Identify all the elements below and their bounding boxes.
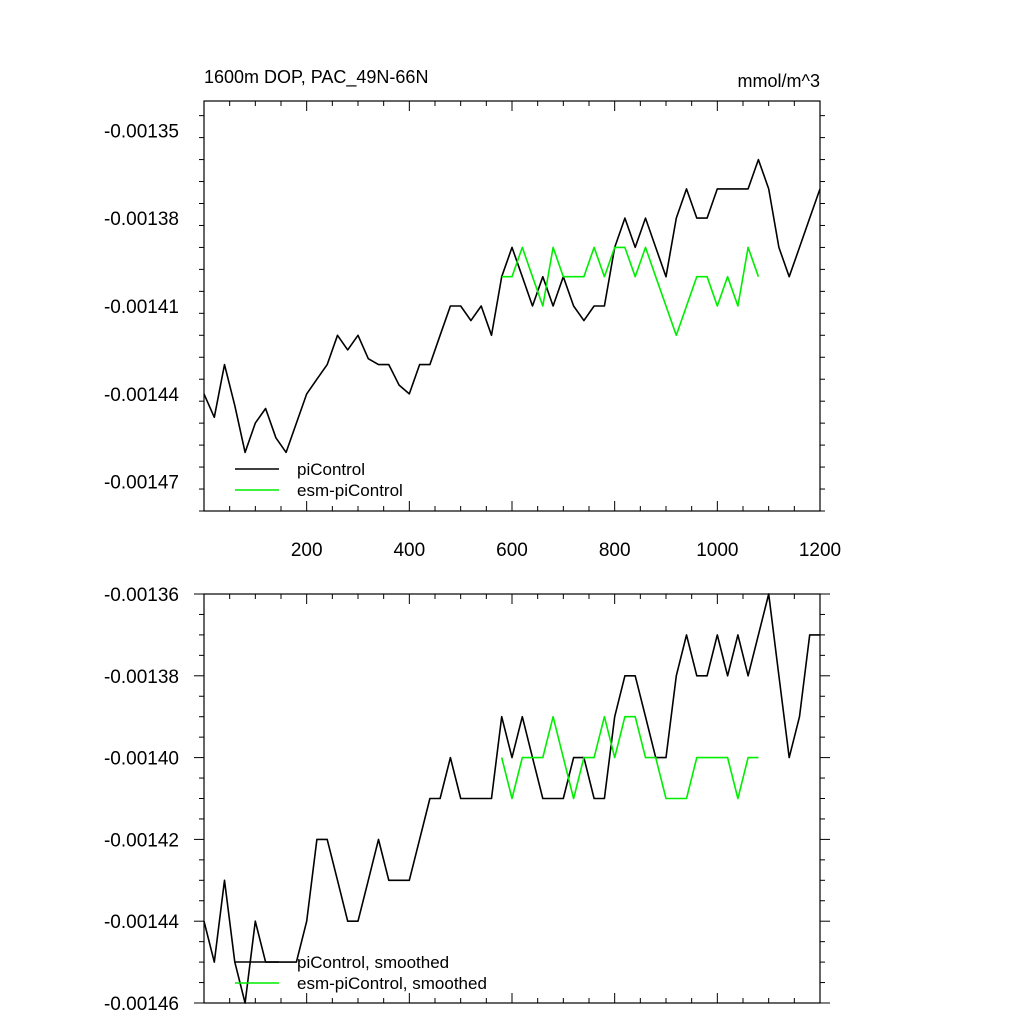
y-tick-label: -0.00146 bbox=[104, 994, 179, 1015]
y-tick-label: -0.00142 bbox=[104, 830, 179, 851]
y-tick-label: -0.00147 bbox=[104, 473, 179, 494]
y-tick-label: -0.00135 bbox=[104, 121, 179, 142]
legend: piControl, smoothed esm-piControl, smooth… bbox=[235, 953, 487, 993]
y-tick-label: -0.00140 bbox=[104, 749, 179, 770]
plot-frame bbox=[203, 100, 821, 512]
y-tick-label: -0.00138 bbox=[104, 209, 179, 230]
y-tick-label: -0.00138 bbox=[104, 667, 179, 688]
top-panel: 200 400 600 800 1000 1200 -0.00135 -0.00138 -0.0… bbox=[104, 100, 841, 561]
x-tick-label: 1000 bbox=[696, 540, 738, 561]
x-tick-label: 400 bbox=[393, 540, 425, 561]
legend-label: piControl bbox=[297, 460, 365, 479]
series-line-esm-picontrol-smoothed bbox=[500, 715, 759, 800]
x-tick-label: 800 bbox=[599, 540, 631, 561]
bottom-panel: -0.00136 -0.00138 -0.00140 -0.00142 -0.00144… bbox=[104, 585, 830, 1015]
y-tick-label: -0.00144 bbox=[104, 385, 179, 406]
series-line-esm-picontrol bbox=[501, 246, 760, 337]
legend: piControl esm-piControl bbox=[235, 460, 403, 500]
y-tick-label: -0.00144 bbox=[104, 912, 179, 933]
y-tick-label: -0.00141 bbox=[104, 297, 179, 318]
series-line-picontrol-smoothed bbox=[203, 593, 820, 1004]
legend-label: piControl, smoothed bbox=[297, 953, 449, 972]
y-tick-label: -0.00136 bbox=[104, 585, 179, 606]
series-line-picontrol bbox=[203, 158, 821, 454]
legend-label: esm-piControl, smoothed bbox=[297, 974, 487, 993]
chart-title: 1600m DOP, PAC_49N-66N bbox=[204, 67, 428, 88]
x-tick-label: 600 bbox=[496, 540, 528, 561]
units-label: mmol/m^3 bbox=[738, 71, 820, 91]
x-tick-label: 200 bbox=[291, 540, 323, 561]
legend-label: esm-piControl bbox=[297, 481, 403, 500]
x-tick-label: 1200 bbox=[799, 540, 841, 561]
